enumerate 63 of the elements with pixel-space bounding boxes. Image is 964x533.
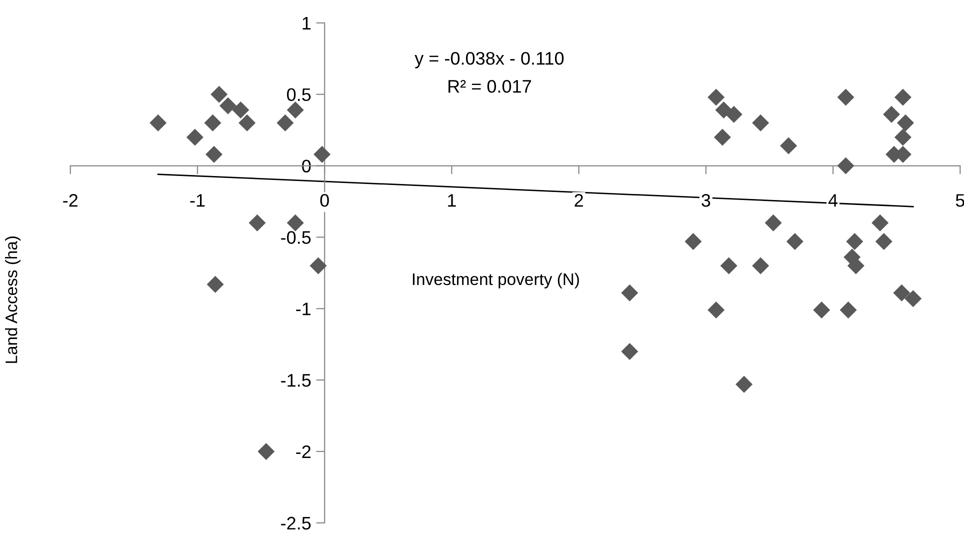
y-tick-label: 1: [302, 17, 311, 30]
point: [752, 114, 770, 132]
point: [258, 442, 275, 460]
point: [238, 114, 256, 132]
point: [276, 114, 294, 132]
point: [840, 302, 857, 319]
point: [621, 284, 638, 302]
point: [813, 302, 830, 319]
x-tick-label: 0: [320, 194, 329, 207]
y-axis-title: Land Access (ha): [5, 236, 21, 363]
point: [894, 128, 912, 146]
point: [725, 106, 742, 123]
point: [846, 232, 864, 250]
point: [286, 102, 304, 119]
y-tick-label: -2.5: [281, 516, 311, 530]
annotation: y = -0.038x - 0.110: [414, 52, 564, 68]
point: [310, 257, 327, 274]
x-axis-title: Investment poverty (N): [412, 272, 579, 288]
point: [872, 214, 889, 232]
point: [210, 86, 228, 103]
x-tick-label: 1: [448, 194, 456, 207]
point: [896, 114, 914, 132]
y-tick-label: 0.5: [287, 88, 311, 102]
x-tick-label: 4: [828, 194, 838, 207]
x-tick-label: 2: [574, 194, 583, 207]
point: [219, 97, 236, 114]
point: [150, 114, 167, 132]
point: [780, 137, 798, 154]
point: [621, 342, 638, 360]
y-tick-label: -0.5: [281, 231, 311, 244]
point: [720, 257, 738, 274]
point: [684, 232, 702, 250]
point: [893, 284, 910, 302]
x-tick-label: 5: [956, 194, 964, 207]
point: [837, 157, 854, 174]
point: [904, 290, 922, 308]
point: [894, 88, 912, 106]
point: [837, 88, 854, 106]
point: [286, 214, 304, 232]
point: [206, 276, 224, 293]
y-tick-label: -2: [296, 445, 310, 458]
point: [708, 88, 725, 106]
x-tick-label: -2: [63, 194, 78, 207]
point: [786, 232, 804, 250]
point: [186, 128, 204, 146]
y-tick-label: -1: [296, 302, 311, 316]
annotation: R² = 0.017: [448, 80, 531, 93]
point: [764, 214, 782, 232]
x-tick-label: -1: [190, 194, 205, 207]
point: [883, 106, 900, 123]
y-tick-label: 0: [302, 160, 311, 172]
point: [714, 128, 731, 146]
y-tick-label: -1.5: [281, 374, 311, 387]
point: [875, 232, 892, 250]
point: [204, 114, 222, 132]
point: [736, 376, 753, 393]
point: [752, 257, 770, 274]
point: [708, 302, 725, 319]
point: [206, 146, 223, 163]
x-tick-label: 3: [702, 194, 710, 207]
point: [232, 102, 250, 119]
point: [248, 214, 266, 232]
point: [314, 146, 331, 163]
